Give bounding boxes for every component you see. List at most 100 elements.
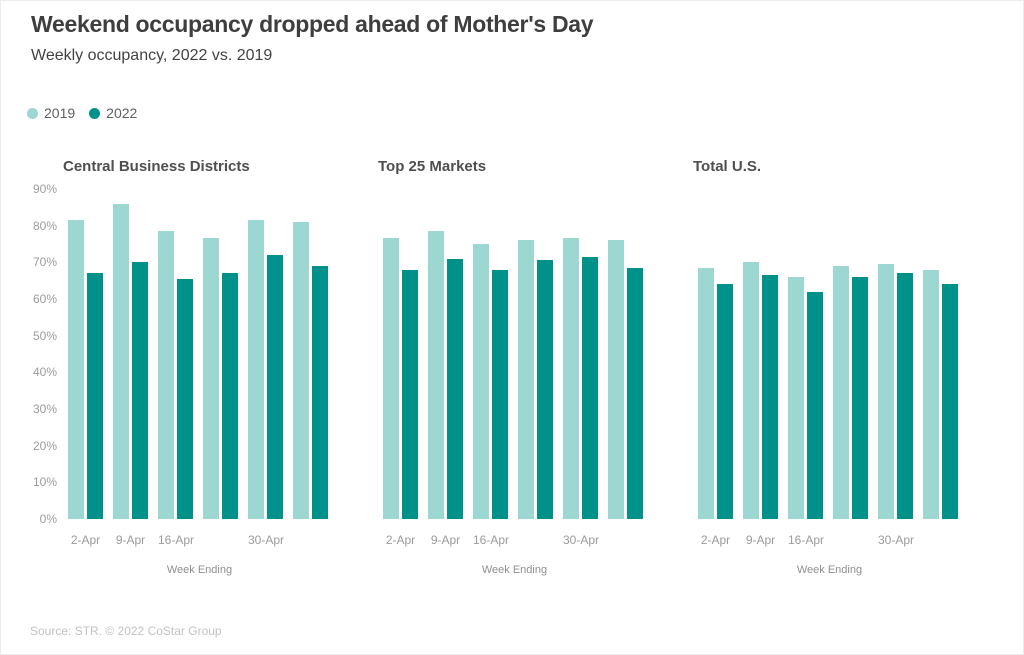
legend-item-2019: 2019 bbox=[27, 105, 75, 121]
bar-2022 bbox=[87, 273, 103, 519]
bar-group bbox=[293, 222, 328, 519]
x-tick-label: 16-Apr bbox=[158, 533, 195, 547]
legend-item-2022: 2022 bbox=[89, 105, 137, 121]
bar-2022 bbox=[627, 268, 643, 519]
bar-2019 bbox=[698, 268, 714, 519]
bar-2019 bbox=[203, 238, 219, 519]
bar-group bbox=[203, 238, 238, 519]
bar-2019 bbox=[158, 231, 174, 519]
x-tick-label: 16-Apr bbox=[788, 533, 825, 547]
x-axis-title: Week Ending bbox=[166, 564, 233, 576]
x-tick-label: 30-Apr bbox=[248, 533, 285, 547]
x-tick-label: 30-Apr bbox=[878, 533, 915, 547]
bar-2022 bbox=[582, 257, 598, 519]
bar-2022 bbox=[897, 273, 913, 519]
page-title: Weekend occupancy dropped ahead of Mothe… bbox=[31, 11, 594, 37]
y-tick-label: 90% bbox=[32, 182, 57, 196]
x-tick-label: 2-Apr bbox=[700, 533, 731, 547]
bar-2019 bbox=[743, 262, 759, 519]
legend: 2019 2022 bbox=[27, 105, 137, 121]
plot-area bbox=[378, 189, 651, 519]
y-tick-label: 40% bbox=[32, 365, 57, 380]
bar-2022 bbox=[402, 270, 418, 519]
bar-group bbox=[383, 238, 418, 519]
bar-2022 bbox=[222, 273, 238, 519]
y-tick-label: 10% bbox=[32, 475, 57, 490]
plot-area bbox=[693, 189, 966, 519]
x-tick-label: 16-Apr bbox=[473, 533, 510, 547]
x-axis-title: Week Ending bbox=[481, 564, 548, 576]
bar-2022 bbox=[267, 255, 283, 519]
bar-group bbox=[68, 220, 103, 519]
bar-group bbox=[248, 220, 283, 519]
x-tick-label bbox=[608, 533, 643, 547]
bar-2022 bbox=[942, 284, 958, 519]
page-subtitle: Weekly occupancy, 2022 vs. 2019 bbox=[31, 47, 273, 64]
bar-2022 bbox=[312, 266, 328, 519]
bar-2022 bbox=[447, 259, 463, 519]
bar-2022 bbox=[762, 275, 778, 519]
bar-group bbox=[473, 244, 508, 519]
y-tick-label: 50% bbox=[32, 328, 57, 343]
bar-group bbox=[158, 231, 193, 519]
bar-2019 bbox=[473, 244, 489, 519]
x-tick-label: 9-Apr bbox=[430, 533, 461, 547]
bar-2019 bbox=[788, 277, 804, 519]
bar-group bbox=[608, 240, 643, 519]
x-axis-labels: 2-Apr 9-Apr 16-Apr 30-Apr bbox=[378, 533, 651, 547]
x-tick-label: 2-Apr bbox=[70, 533, 101, 547]
bar-2022 bbox=[852, 277, 868, 519]
x-tick-label: 9-Apr bbox=[115, 533, 146, 547]
bar-2019 bbox=[248, 220, 264, 519]
bar-2019 bbox=[113, 204, 129, 519]
panel-title: Total U.S. bbox=[693, 158, 762, 175]
legend-label-2019: 2019 bbox=[44, 105, 76, 121]
bar-group bbox=[833, 266, 868, 519]
bar-group bbox=[878, 264, 913, 519]
bar-2022 bbox=[807, 292, 823, 519]
bar-2019 bbox=[68, 220, 84, 519]
bar-2019 bbox=[833, 266, 849, 519]
x-tick-label bbox=[833, 533, 868, 547]
x-axis-labels: 2-Apr 9-Apr 16-Apr 30-Apr bbox=[693, 533, 966, 547]
y-tick-label: 70% bbox=[32, 255, 57, 270]
y-tick-label: 80% bbox=[32, 218, 57, 233]
bar-group bbox=[518, 240, 553, 519]
bar-group bbox=[743, 262, 778, 519]
bar-2019 bbox=[608, 240, 624, 519]
y-tick-label: 30% bbox=[32, 402, 57, 416]
x-tick-label bbox=[923, 533, 958, 547]
bar-2022 bbox=[492, 270, 508, 519]
bar-group bbox=[698, 268, 733, 519]
bar-2019 bbox=[878, 264, 894, 519]
y-tick-label: 60% bbox=[32, 292, 57, 306]
x-tick-label bbox=[518, 533, 553, 547]
x-tick-label bbox=[293, 533, 328, 547]
chart-panel: Total U.S. 2-Apr 9-Apr 16-Apr 30-Apr Week End… bbox=[693, 157, 966, 576]
legend-swatch-2022-icon bbox=[89, 107, 101, 119]
charts-row: 90% 80% 70% 60% 50% 40% 30% 20% 10% 0% Central Bus… bbox=[23, 157, 966, 576]
y-tick-label: 0% bbox=[39, 512, 57, 526]
chart-panel: Top 25 Markets 2-Apr 9-Apr 16-Apr 30-Apr Week… bbox=[378, 157, 651, 576]
bar-group bbox=[563, 238, 598, 519]
legend-swatch-2019-icon bbox=[27, 107, 38, 119]
y-axis: 90% 80% 70% 60% 50% 40% 30% 20% 10% 0% bbox=[23, 183, 57, 525]
legend-label-2022: 2022 bbox=[106, 105, 138, 121]
x-axis-labels: 2-Apr 9-Apr 16-Apr 30-Apr bbox=[63, 533, 336, 547]
plot-area bbox=[63, 189, 336, 519]
bar-2019 bbox=[383, 238, 399, 519]
x-tick-label: 2-Apr bbox=[385, 533, 416, 547]
x-tick-label: 30-Apr bbox=[563, 533, 600, 547]
y-tick-label: 20% bbox=[32, 438, 57, 453]
panel-title: Central Business Districts bbox=[63, 158, 250, 175]
bar-2019 bbox=[923, 270, 939, 519]
bar-group bbox=[923, 270, 958, 519]
bar-2022 bbox=[537, 260, 553, 519]
bar-2022 bbox=[132, 262, 148, 519]
bar-group bbox=[113, 204, 148, 519]
bar-2019 bbox=[563, 238, 579, 519]
bar-2019 bbox=[293, 222, 309, 519]
x-tick-label bbox=[203, 533, 238, 547]
chart-panel: Central Business Districts 2-Apr 9-Apr 16-A… bbox=[63, 157, 336, 576]
